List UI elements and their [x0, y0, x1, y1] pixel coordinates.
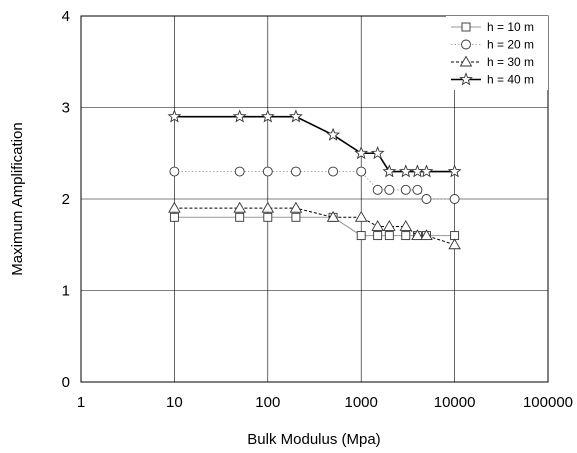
y-tick-label: 3	[62, 100, 70, 117]
triangle-marker	[399, 220, 413, 231]
star-marker	[459, 72, 473, 86]
x-tick-label: 1	[77, 394, 85, 411]
y-axis-title: Maximum Amplification	[9, 122, 26, 275]
legend-label: h = 30 m	[487, 55, 534, 69]
triangle-marker	[383, 220, 396, 231]
legend-label: h = 10 m	[487, 20, 534, 34]
series-2	[169, 166, 460, 204]
x-tick-label: 1000	[345, 394, 378, 411]
triangle-marker	[326, 210, 340, 222]
triangle-marker	[289, 201, 303, 213]
star-marker	[419, 164, 434, 178]
series-4	[167, 109, 462, 178]
circle-marker	[234, 166, 245, 177]
x-tick-labels: 1 10 100 1000 10000 100000	[77, 394, 573, 411]
triangle-marker	[420, 229, 433, 241]
triangle-marker	[371, 220, 384, 231]
x-tick-label: 100	[255, 394, 280, 411]
triangle-marker	[233, 201, 246, 213]
star-marker	[370, 146, 385, 160]
circle-marker	[328, 166, 339, 177]
circle-marker	[290, 166, 301, 177]
star-marker	[289, 109, 303, 123]
x-axis-title: Bulk Modulus (Mpa)	[247, 431, 380, 448]
triangle-marker	[411, 229, 424, 241]
y-tick-labels: 0 1 2 3 4	[62, 8, 70, 391]
legend-label: h = 20 m	[487, 38, 534, 52]
y-tick-label: 1	[62, 283, 70, 300]
y-tick-label: 0	[62, 374, 70, 391]
circle-marker	[384, 184, 395, 195]
circle-marker	[356, 166, 367, 177]
legend-entry: h = 10 m	[451, 20, 534, 34]
star-marker	[447, 164, 462, 178]
y-tick-label: 4	[62, 8, 70, 25]
x-tick-label: 10	[166, 394, 183, 411]
square-marker	[169, 212, 179, 222]
triangle-marker	[261, 201, 275, 213]
square-marker	[384, 231, 394, 241]
star-marker	[382, 164, 397, 178]
star-marker	[232, 109, 247, 123]
plot-border	[80, 15, 549, 383]
triangle-marker	[448, 238, 461, 250]
star-marker	[167, 109, 182, 123]
star-marker	[354, 146, 369, 160]
y-tick-label: 2	[62, 191, 70, 208]
square-marker	[461, 22, 471, 32]
legend-entry: h = 30 m	[451, 55, 534, 69]
x-tick-label: 10000	[434, 394, 476, 411]
star-marker	[398, 164, 413, 178]
circle-marker	[412, 184, 423, 195]
legend-label: h = 40 m	[487, 73, 534, 87]
circle-marker	[262, 166, 273, 177]
circle-marker	[400, 184, 411, 195]
triangle-marker	[459, 55, 473, 67]
square-marker	[235, 212, 245, 222]
square-marker	[356, 231, 366, 241]
star-marker	[260, 109, 275, 123]
legend-entry: h = 40 m	[451, 72, 534, 87]
circle-marker	[461, 39, 471, 50]
circle-marker	[421, 194, 432, 204]
x-tick-label: 100000	[523, 394, 573, 411]
square-marker	[263, 212, 273, 222]
legend: h = 10 m h = 20 m h = 30 m h = 40 m	[446, 16, 548, 90]
square-marker	[401, 231, 411, 241]
circle-marker	[449, 194, 460, 204]
circle-marker	[169, 166, 180, 177]
star-marker	[326, 127, 340, 141]
square-marker	[373, 231, 383, 241]
triangle-marker	[168, 201, 181, 213]
series-layer	[167, 109, 462, 250]
triangle-marker	[354, 210, 368, 222]
legend-entry: h = 20 m	[451, 38, 534, 52]
square-marker	[291, 212, 301, 222]
series-3	[168, 201, 461, 250]
circle-marker	[372, 184, 383, 195]
